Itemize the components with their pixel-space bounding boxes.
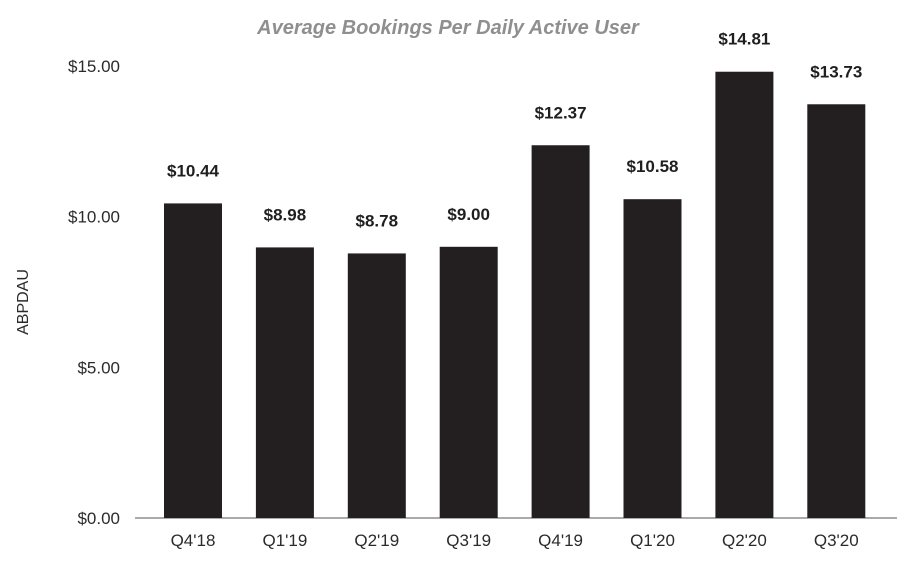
bar-q2-19: [347, 253, 406, 519]
bar-q4-18: [164, 203, 222, 518]
bar-q1-19: [255, 247, 314, 519]
y-tick-label: $5.00: [77, 358, 120, 377]
data-label: $12.37: [535, 103, 587, 122]
x-axis-ticks: Q4'18 Q1'19 Q2'19 Q3'19 Q4'19 Q1'20 Q2'20 Q3'20: [171, 531, 859, 550]
y-axis-label: ABPDAU: [15, 269, 32, 335]
bar-q4-19: [531, 145, 590, 518]
x-tick-label: Q2'19: [354, 531, 399, 550]
y-tick-label: $0.00: [77, 509, 120, 528]
data-label: $8.78: [356, 211, 399, 230]
x-tick-label: Q4'18: [171, 531, 216, 550]
y-axis-ticks: $0.00 $5.00 $10.00 $15.00: [68, 57, 120, 528]
x-tick-label: Q1'19: [262, 531, 307, 550]
bar-q1-20: [623, 199, 682, 518]
y-tick-label: $10.00: [68, 208, 120, 227]
data-label: $10.44: [167, 161, 220, 180]
bar-q3-19: [439, 246, 498, 519]
bar-q2-20: [715, 71, 774, 518]
x-tick-label: Q3'19: [446, 531, 491, 550]
x-tick-label: Q1'20: [630, 531, 675, 550]
bars: [164, 71, 866, 519]
data-labels: $10.44 $8.98 $8.78 $9.00 $12.37 $10.58 $14.81 $…: [167, 30, 862, 231]
data-label: $14.81: [718, 30, 770, 49]
data-label: $8.98: [264, 205, 307, 224]
bar-q3-20: [807, 104, 866, 518]
data-label: $10.58: [627, 157, 679, 176]
x-tick-label: Q2'20: [722, 531, 767, 550]
data-label: $13.73: [810, 62, 862, 81]
chart-title: Average Bookings Per Daily Active User: [256, 17, 640, 39]
y-tick-label: $15.00: [68, 57, 120, 76]
x-tick-label: Q3'20: [814, 531, 859, 550]
data-label: $9.00: [447, 205, 490, 224]
x-tick-label: Q4'19: [538, 531, 583, 550]
